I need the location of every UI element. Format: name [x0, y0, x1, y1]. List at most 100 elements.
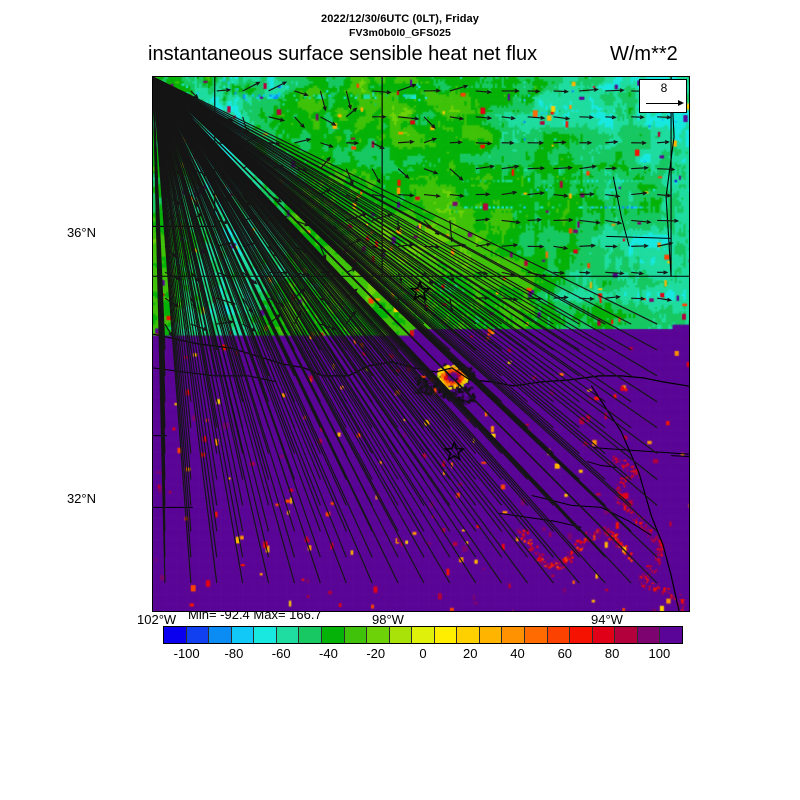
wind-vector-head	[513, 243, 519, 248]
map-plot-area[interactable]: 8	[152, 76, 690, 612]
wind-vector	[153, 77, 321, 532]
county-line-ok-south	[593, 447, 689, 455]
wind-vector-head	[639, 115, 645, 120]
wind-vector-head	[515, 220, 522, 225]
wind-vector-head	[487, 115, 493, 120]
wind-vector	[153, 77, 658, 532]
wind-vector	[153, 77, 244, 506]
wind-vector	[294, 90, 308, 96]
colorbar-swatch	[164, 627, 187, 643]
wind-vector	[153, 77, 321, 558]
wind-vector	[153, 77, 244, 558]
wind-vector	[153, 77, 451, 558]
wind-vector	[153, 77, 632, 325]
wind-legend-magnitude: 8	[660, 81, 668, 95]
wind-vector-head	[646, 219, 652, 224]
wind-vector-head	[563, 245, 569, 250]
colorbar[interactable]	[163, 626, 683, 644]
wind-vector-head	[542, 273, 548, 278]
colorbar-swatch	[570, 627, 593, 643]
wind-vector	[449, 168, 463, 181]
wind-vector-head	[514, 164, 520, 169]
wind-vector	[657, 141, 669, 144]
colorbar-swatch	[615, 627, 638, 643]
wind-vector	[153, 77, 425, 584]
wind-vector	[475, 218, 489, 222]
wind-vector-head	[514, 88, 520, 94]
wind-vector-head	[487, 141, 493, 146]
wind-vector	[527, 192, 544, 196]
wind-vector	[657, 193, 671, 197]
wind-vector-head	[539, 244, 545, 249]
colorbar-swatch	[186, 627, 210, 643]
wind-vector-head	[540, 115, 546, 120]
wind-vector	[631, 297, 645, 300]
wind-vector	[579, 244, 595, 247]
wind-vector	[553, 271, 564, 274]
chart-title-row: instantaneous surface sensible heat net …	[0, 43, 800, 67]
wind-vector-head	[611, 115, 617, 120]
wind-vector-head	[306, 138, 312, 143]
wind-vector-head	[300, 123, 305, 129]
wind-vector	[153, 77, 321, 480]
wind-vector-head	[435, 88, 442, 93]
wind-vector	[153, 77, 580, 584]
county-line-tx-central	[499, 512, 582, 528]
wind-vector	[449, 85, 468, 92]
wind-vector	[579, 219, 600, 224]
wind-vector-head	[486, 89, 492, 95]
wind-vector-head	[619, 88, 625, 93]
wind-vector-head	[459, 116, 465, 121]
wind-vector-head	[435, 193, 441, 198]
wind-vector-head	[458, 176, 464, 181]
wind-vector	[153, 77, 658, 325]
wind-vector-head	[619, 271, 625, 276]
wind-vector-legend: 8	[639, 79, 687, 113]
wind-vector	[153, 77, 270, 584]
wind-vector-head	[559, 270, 566, 275]
wind-vector	[153, 77, 218, 480]
colorbar-swatch	[502, 627, 525, 643]
wind-vector	[153, 77, 296, 532]
wind-vector	[657, 297, 671, 301]
wind-vector-head	[642, 191, 648, 196]
wind-vector	[501, 191, 517, 196]
wind-vector	[153, 77, 270, 532]
wind-vector-head	[376, 178, 381, 184]
wind-vector	[153, 77, 658, 584]
wind-vector-head	[561, 140, 567, 145]
wind-vector	[153, 77, 425, 558]
wind-vector-head	[486, 242, 492, 247]
wind-vector-head	[563, 89, 569, 94]
wind-vector-head	[670, 167, 676, 172]
wind-vector	[153, 77, 658, 403]
wind-vector	[398, 193, 414, 197]
colorbar-swatch	[457, 627, 480, 643]
colorbar-tick-label: -60	[271, 646, 291, 661]
wind-vector	[475, 165, 494, 170]
colorbar-swatch	[231, 627, 255, 643]
county-line-ok-n	[606, 235, 672, 239]
wind-vector	[631, 271, 643, 275]
wind-vector	[319, 246, 327, 259]
wind-vector-head	[613, 140, 619, 145]
colorbar-swatch	[321, 627, 345, 643]
wind-vector	[153, 77, 658, 429]
wind-vector	[153, 77, 477, 506]
wind-vector-head	[589, 296, 595, 301]
wind-vector-head	[277, 198, 283, 203]
wind-vector	[320, 142, 333, 148]
wind-vector	[153, 77, 425, 532]
wind-vector-head	[568, 217, 574, 223]
colorbar-tick-label: 0	[419, 646, 427, 661]
wind-vector	[553, 166, 572, 170]
station-star-filled-outline	[409, 280, 431, 301]
wind-vector-head	[540, 166, 546, 171]
wind-vector	[397, 168, 409, 179]
wind-vector	[475, 142, 491, 145]
wind-vector	[153, 77, 503, 532]
wind-vector-head	[352, 107, 358, 113]
wind-vector-head	[593, 87, 599, 92]
wind-vector-head	[326, 156, 331, 162]
wind-vector-head	[590, 243, 596, 248]
